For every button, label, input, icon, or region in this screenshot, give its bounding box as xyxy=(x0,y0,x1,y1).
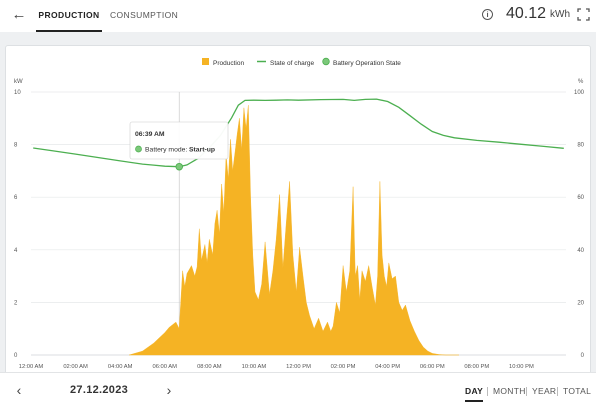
x-tick-label: 06:00 AM xyxy=(153,364,178,370)
period-year[interactable]: YEAR xyxy=(532,386,557,396)
legend-battery-state-label[interactable]: Battery Operation State xyxy=(333,60,401,67)
x-tick-label: 10:00 AM xyxy=(242,364,267,370)
x-tick-label: 12:00 AM xyxy=(19,364,44,370)
period-separator xyxy=(526,387,527,396)
y-right-unit: % xyxy=(578,79,584,85)
total-energy-unit: kWh xyxy=(550,9,570,20)
chart-legend: Production State of charge Battery Opera… xyxy=(202,57,401,67)
legend-soc-label[interactable]: State of charge xyxy=(270,60,314,67)
period-separator xyxy=(557,387,558,396)
tab-production[interactable]: PRODUCTION xyxy=(36,0,102,32)
x-tick-label: 10:00 PM xyxy=(509,364,534,370)
x-tick-label: 02:00 PM xyxy=(331,364,356,370)
y-left-unit: kW xyxy=(14,79,23,85)
x-tick-label: 08:00 AM xyxy=(197,364,222,370)
x-tick-label: 06:00 PM xyxy=(420,364,445,370)
legend-battery-state-swatch xyxy=(322,57,330,66)
fullscreen-icon[interactable] xyxy=(577,8,590,21)
tooltip-time: 06:39 AM xyxy=(135,131,165,138)
y-left-tick-label: 6 xyxy=(14,195,18,201)
production-area xyxy=(129,105,459,356)
tooltip-box xyxy=(129,121,229,160)
x-tick-label: 04:00 PM xyxy=(375,364,400,370)
chart-card: Production State of charge Battery Opera… xyxy=(5,45,591,404)
x-tick-label: 08:00 PM xyxy=(464,364,489,370)
period-day[interactable]: DAY xyxy=(465,380,484,402)
y-right-tick-label: 80 xyxy=(577,143,584,149)
date-label: 27.12.2023 xyxy=(70,384,129,396)
y-right-tick-label: 0 xyxy=(581,353,585,359)
period-month[interactable]: MONTH xyxy=(493,386,526,396)
y-right-tick-label: 40 xyxy=(577,248,584,254)
tab-consumption[interactable]: CONSUMPTION xyxy=(110,10,179,20)
y-left-tick-label: 2 xyxy=(14,300,18,306)
tooltip-marker xyxy=(135,145,142,153)
chevron-right-icon[interactable]: › xyxy=(166,382,172,398)
y-left-tick-label: 4 xyxy=(14,248,18,254)
info-circle-icon[interactable]: i xyxy=(482,9,493,20)
period-total[interactable]: TOTAL xyxy=(563,386,592,396)
x-tick-label: 04:00 AM xyxy=(108,364,133,370)
chevron-left-icon[interactable]: ‹ xyxy=(16,382,22,398)
tooltip-label: Battery mode: xyxy=(145,147,187,154)
x-tick-label: 12:00 PM xyxy=(286,364,311,370)
state-of-charge-line xyxy=(33,98,564,168)
total-energy-value: 40.12 xyxy=(506,5,547,22)
top-bar: ← PRODUCTION CONSUMPTION i 40.12 kWh xyxy=(0,0,596,32)
battery-operation-state-point[interactable] xyxy=(175,162,183,171)
y-left-tick-label: 10 xyxy=(14,90,21,96)
x-tick-label: 02:00 AM xyxy=(63,364,88,370)
y-right-tick-label: 20 xyxy=(577,300,584,306)
legend-production-swatch xyxy=(202,58,209,65)
production-chart: Production State of charge Battery Opera… xyxy=(14,57,585,370)
bottom-bar: ‹ 27.12.2023 › DAY MONTH YEAR TOTAL xyxy=(0,372,596,406)
y-left-tick-label: 8 xyxy=(14,143,18,149)
period-separator xyxy=(487,387,488,396)
chart-tooltip: 06:39 AM Battery mode: Start-up xyxy=(129,121,229,160)
arrow-left-icon[interactable]: ← xyxy=(11,6,27,23)
y-right-tick-label: 100 xyxy=(574,90,585,96)
tooltip-value: Start-up xyxy=(189,147,215,154)
legend-production-label[interactable]: Production xyxy=(213,60,244,67)
y-left-tick-label: 0 xyxy=(14,353,18,359)
y-right-tick-label: 60 xyxy=(577,195,584,201)
